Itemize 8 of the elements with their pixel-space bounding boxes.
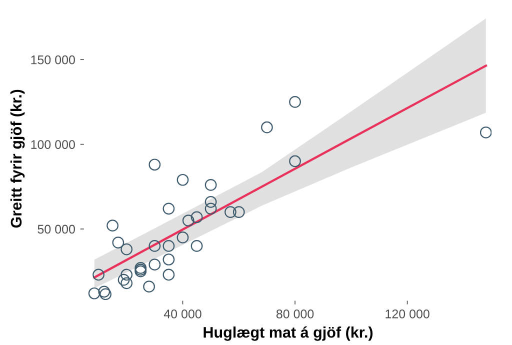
y-axis-title: Greitt fyrir gjöf (kr.): [10, 90, 25, 228]
y-tick-label: 150 000: [31, 55, 75, 64]
x-tick-label: 80 000: [276, 310, 314, 318]
x-tick-label: 120 000: [386, 310, 430, 318]
y-tick-label: 100 000: [31, 140, 75, 149]
y-tick-label: 50 000: [38, 224, 75, 234]
x-tick-label: 40 000: [164, 310, 202, 318]
x-axis-title: Huglægt mat á gjöf (kr.): [204, 326, 373, 341]
